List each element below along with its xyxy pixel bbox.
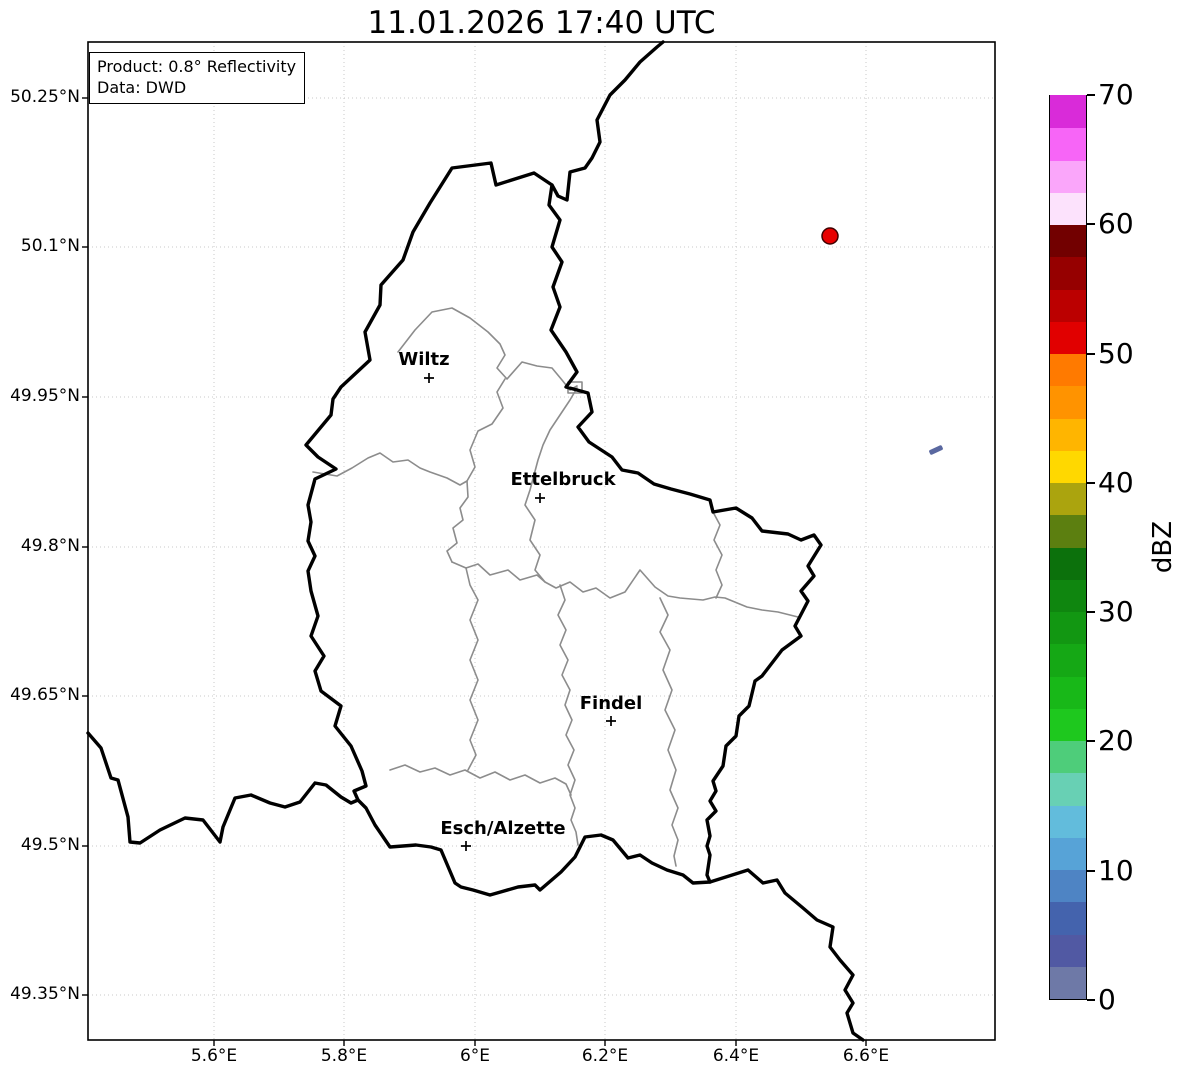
x-axis-tick-label: 5.6°E: [190, 1046, 238, 1066]
colorbar-tick-label: 0: [1098, 983, 1116, 1016]
colorbar-tickmark: [1087, 869, 1095, 872]
colorbar-segment: [1050, 868, 1086, 903]
colorbar-segment: [1050, 191, 1086, 225]
colorbar-segment: [1050, 223, 1086, 258]
colorbar-segment: [1050, 352, 1086, 387]
city-cross-marker: [606, 716, 616, 726]
plot-frame: [87, 41, 996, 1041]
city-cross-marker: [461, 841, 471, 851]
colorbar-segment: [1050, 707, 1086, 741]
city-label: Wiltz: [398, 349, 450, 370]
district-border-diekirch-west: [524, 387, 578, 583]
city-label: Findel: [579, 693, 643, 714]
district-border-wiltz-south: [312, 452, 468, 486]
colorbar-segment: [1050, 675, 1086, 709]
country-border-germany-france-moselle: [708, 868, 865, 1042]
x-axis-tick-label: 6.2°E: [581, 1046, 629, 1066]
colorbar-tick-label: 20: [1098, 724, 1134, 758]
colorbar-segment: [1050, 739, 1086, 774]
y-axis-tick-label: 49.8°N: [20, 536, 80, 556]
colorbar-segment: [1050, 481, 1086, 516]
colorbar: [1049, 94, 1087, 1000]
colorbar-tick-label: 60: [1098, 207, 1134, 241]
x-axis-tick-label: 6°E: [459, 1046, 491, 1066]
colorbar-tickmark: [1087, 352, 1095, 355]
colorbar-tick-label: 50: [1098, 336, 1134, 370]
product-info-box: Product: 0.8° Reflectivity Data: DWD: [89, 52, 306, 105]
district-border-luxembourg-west: [557, 584, 579, 846]
colorbar-unit-label: dBZ: [1148, 520, 1178, 574]
colorbar-tick-label: 40: [1098, 465, 1134, 499]
y-axis-tick-label: 49.65°N: [10, 685, 80, 705]
country-border-belgium-germany: [550, 40, 665, 202]
colorbar-segment: [1050, 836, 1086, 870]
colorbar-segment: [1050, 94, 1086, 129]
colorbar-tickmark: [1087, 740, 1095, 743]
x-axis-tick-label: 5.8°E: [320, 1046, 368, 1066]
colorbar-segment: [1050, 965, 1086, 999]
colorbar-segment: [1050, 771, 1086, 806]
colorbar-segment: [1050, 449, 1086, 483]
city-markers-layer: [424, 373, 616, 851]
axis-ticks-layer: [82, 97, 867, 1046]
colorbar-tickmark: [1087, 481, 1095, 484]
y-axis-tick-label: 49.35°N: [10, 984, 80, 1004]
colorbar-segment: [1050, 900, 1086, 935]
colorbar-tickmark: [1087, 94, 1095, 96]
y-axis-tick-label: 50.1°N: [20, 236, 80, 256]
district-border-wiltz-east: [446, 378, 506, 563]
colorbar-tickmark: [1087, 223, 1095, 226]
x-axis-tick-label: 6.6°E: [842, 1046, 890, 1066]
radar-echoes-layer: [821, 227, 943, 455]
colorbar-segment: [1050, 513, 1086, 548]
district-border-grevenmacher-west: [659, 597, 679, 867]
figure-title: 11.01.2026 17:40 UTC: [367, 5, 716, 41]
colorbar-segment: [1050, 320, 1086, 354]
country-borders: [86, 40, 865, 1042]
colorbar-segment: [1050, 384, 1086, 419]
city-label: Ettelbruck: [510, 469, 616, 490]
city-cross-marker: [535, 493, 545, 503]
colorbar-segment: [1050, 159, 1086, 193]
colorbar-tick-label: 70: [1098, 78, 1134, 111]
radar-echo-dot: [821, 227, 839, 245]
colorbar-segment: [1050, 642, 1086, 677]
y-axis-tick-label: 50.25°N: [10, 87, 80, 107]
colorbar-segment: [1050, 126, 1086, 161]
colorbar-segment: [1050, 610, 1086, 645]
colorbar-segment: [1050, 578, 1086, 612]
colorbar-segment: [1050, 546, 1086, 580]
district-border-mersch-south: [451, 561, 799, 618]
district-border-clervaux-south: [397, 307, 578, 391]
colorbar-tickmark: [1087, 611, 1095, 614]
district-border-capellen-west: [465, 567, 479, 771]
y-axis-tick-label: 49.95°N: [10, 386, 80, 406]
colorbar-segment: [1050, 288, 1086, 322]
colorbar-segment: [1050, 417, 1086, 451]
colorbar-segment: [1050, 804, 1086, 838]
district-border-echternach-west: [712, 511, 723, 599]
data-source-line: Data: DWD: [97, 78, 187, 98]
colorbar-tick-label: 10: [1098, 853, 1134, 887]
district-borders: [312, 307, 799, 867]
colorbar-segment: [1050, 255, 1086, 290]
radar-echo-dash: [929, 445, 943, 455]
product-info-line: Product: 0.8° Reflectivity: [97, 57, 297, 76]
colorbar-segment: [1050, 933, 1086, 967]
y-axis-tick-label: 49.5°N: [20, 835, 80, 855]
colorbar-tick-label: 30: [1098, 595, 1134, 629]
district-border-esch-north: [389, 764, 572, 796]
colorbar-tickmark: [1087, 999, 1095, 1001]
country-border-france-belgium: [86, 731, 360, 845]
x-axis-tick-label: 6.4°E: [712, 1046, 760, 1066]
city-cross-marker: [424, 373, 434, 383]
country-border-luxembourg: [304, 161, 823, 897]
city-label: Esch/Alzette: [440, 818, 566, 839]
